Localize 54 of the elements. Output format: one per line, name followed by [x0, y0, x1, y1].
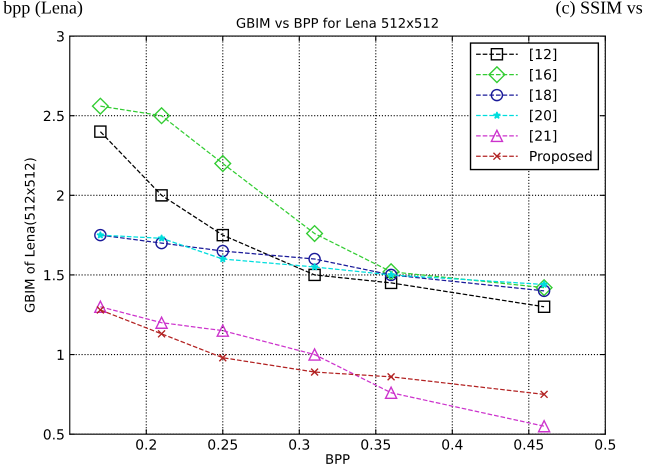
point	[538, 300, 550, 314]
point	[308, 268, 321, 282]
point	[384, 276, 398, 290]
x-tick-label: 0.3	[289, 439, 310, 450]
point	[157, 330, 166, 338]
point	[214, 154, 232, 172]
y-tick-label: 1	[58, 350, 64, 360]
x-tick-label: 0.5	[595, 439, 616, 450]
point	[386, 372, 396, 381]
y-tick-label: 1.5	[44, 270, 64, 280]
point	[308, 348, 321, 361]
point	[216, 244, 230, 258]
x-tick-label: 0.25	[208, 439, 238, 450]
legend-label: [20]	[530, 110, 556, 122]
chart-title: GBIM vs BPP for Lena 512x512	[236, 18, 438, 28]
point	[153, 107, 170, 124]
legend-label: [12]	[530, 48, 556, 61]
x-tick-label: 0.45	[514, 439, 544, 450]
point	[384, 386, 398, 400]
x-tick-label: 0.4	[442, 439, 463, 450]
point	[216, 228, 230, 242]
point	[540, 390, 548, 399]
legend-label: [16]	[530, 68, 556, 82]
point	[536, 279, 553, 296]
legend-label: [18]	[530, 89, 556, 102]
x-axis-title: BPP	[326, 454, 350, 464]
point	[216, 324, 230, 337]
x-tick-label: 0.2	[136, 439, 156, 450]
y-tick-label: 2	[57, 190, 64, 201]
point	[94, 300, 107, 314]
point	[308, 252, 321, 266]
point	[218, 254, 227, 263]
point	[155, 316, 168, 329]
point	[94, 125, 107, 138]
point	[310, 262, 319, 270]
point	[306, 224, 324, 242]
text: bpp (Lena)	[3, 0, 82, 18]
y-axis-title: GBIM of Lena(512x512)	[24, 158, 36, 312]
point	[538, 420, 550, 432]
y-tick-label: 2.5	[44, 110, 64, 122]
y-tick-label: 0.5	[44, 429, 64, 440]
point	[94, 228, 107, 242]
point	[382, 263, 400, 280]
point	[155, 236, 168, 250]
point	[92, 98, 109, 115]
point	[158, 234, 166, 242]
point	[218, 354, 227, 362]
y-tick-label: 3	[57, 31, 64, 42]
x-tick-label: 0.35	[361, 439, 390, 450]
legend-label: Proposed	[530, 150, 592, 164]
point	[310, 368, 319, 376]
legend-label: [21]	[530, 130, 556, 143]
text: (c) SSIM vs	[556, 0, 642, 18]
point	[155, 189, 168, 202]
